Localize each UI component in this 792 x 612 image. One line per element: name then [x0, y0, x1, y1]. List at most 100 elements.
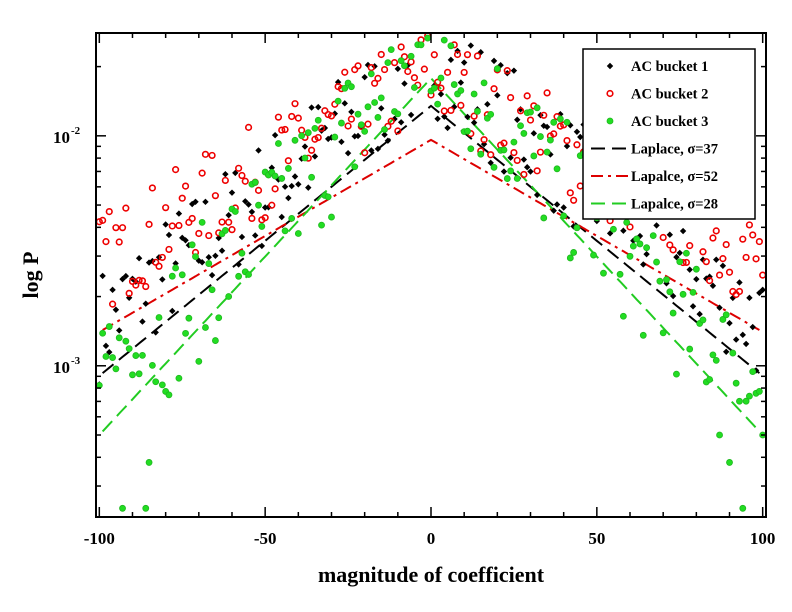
point-bucket-3 [447, 42, 455, 50]
point-bucket-3 [480, 79, 488, 87]
point-bucket-3 [716, 431, 723, 439]
point-bucket-3 [487, 110, 495, 118]
point-bucket-1 [238, 233, 246, 241]
point-bucket-1 [145, 259, 153, 266]
point-bucket-3 [553, 165, 561, 173]
point-bucket-3 [411, 84, 418, 91]
point-bucket-1 [364, 61, 372, 69]
point-bucket-1 [152, 329, 159, 336]
point-bucket-3 [364, 103, 372, 111]
point-bucket-3 [231, 208, 239, 215]
point-bucket-3 [288, 214, 296, 222]
point-bucket-2 [573, 141, 581, 149]
point-bucket-3 [719, 316, 727, 323]
point-bucket-3 [397, 57, 405, 65]
point-bucket-1 [494, 92, 501, 99]
point-bucket-2 [453, 50, 462, 59]
point-bucket-2 [367, 63, 375, 72]
point-bucket-2 [702, 258, 710, 266]
point-bucket-3 [361, 127, 369, 135]
point-bucket-1 [368, 147, 375, 154]
point-bucket-2 [148, 184, 156, 192]
point-bucket-1 [378, 105, 385, 112]
point-bucket-2 [706, 277, 714, 285]
point-bucket-1 [759, 286, 766, 294]
point-bucket-3 [182, 329, 189, 337]
point-bucket-1 [666, 231, 674, 238]
point-bucket-2 [377, 50, 385, 59]
point-bucket-1 [490, 57, 498, 65]
point-bucket-1 [500, 168, 508, 175]
point-bucket-3 [742, 397, 750, 405]
point-bucket-1 [354, 132, 362, 140]
point-bucket-1 [689, 303, 697, 310]
point-bucket-3 [560, 212, 568, 220]
point-bucket-2 [307, 146, 316, 154]
point-bucket-3 [430, 84, 438, 92]
point-bucket-3 [474, 107, 481, 115]
point-bucket-1 [736, 279, 743, 286]
point-bucket-1 [192, 198, 199, 205]
legend-label-5: Lapalce, σ=52 [631, 169, 718, 185]
point-bucket-3 [341, 84, 349, 92]
point-bucket-3 [566, 254, 574, 262]
point-bucket-2 [523, 92, 531, 100]
point-bucket-1 [716, 304, 723, 311]
point-bucket-3 [746, 392, 753, 400]
point-bucket-3 [507, 167, 515, 175]
point-bucket-1 [460, 59, 468, 66]
point-bucket-2 [248, 214, 256, 223]
point-bucket-2 [201, 150, 210, 158]
point-bucket-2 [719, 255, 727, 263]
point-bucket-2 [244, 123, 253, 131]
point-bucket-1 [308, 104, 315, 111]
point-bucket-1 [514, 116, 521, 123]
point-bucket-2 [155, 262, 163, 270]
point-bucket-2 [162, 204, 170, 212]
x-axis-label: magnitude of coefficient [318, 562, 545, 587]
point-bucket-1 [102, 342, 110, 350]
point-bucket-3 [351, 163, 359, 171]
point-bucket-2 [314, 133, 322, 142]
point-bucket-1 [394, 65, 402, 73]
point-bucket-2 [510, 149, 518, 157]
legend-marker-1 [606, 62, 614, 70]
point-bucket-1 [305, 184, 312, 191]
point-bucket-3 [556, 115, 564, 123]
y-axis-label: log P [18, 251, 43, 298]
point-bucket-2 [112, 224, 120, 232]
point-bucket-3 [208, 286, 216, 294]
point-bucket-1 [212, 252, 219, 259]
point-bucket-2 [410, 74, 419, 82]
x-tick-label: 0 [427, 529, 436, 548]
point-bucket-3 [139, 351, 146, 359]
laplace-line-1 [101, 104, 761, 374]
point-bucket-2 [420, 65, 428, 73]
legend-marker-2 [606, 89, 614, 98]
point-bucket-3 [371, 99, 379, 106]
point-bucket-3 [656, 277, 664, 285]
point-bucket-2 [142, 282, 150, 291]
point-bucket-3 [749, 368, 757, 376]
point-bucket-3 [367, 70, 375, 78]
point-bucket-3 [470, 90, 478, 98]
point-bucket-3 [653, 258, 660, 266]
point-bucket-2 [556, 122, 564, 130]
point-bucket-3 [636, 240, 644, 248]
point-bucket-3 [168, 272, 176, 280]
point-bucket-2 [739, 235, 747, 243]
point-bucket-1 [696, 310, 703, 318]
point-bucket-2 [181, 182, 190, 190]
point-bucket-1 [278, 213, 285, 221]
point-bucket-1 [301, 143, 309, 150]
point-bucket-1 [746, 294, 753, 302]
point-bucket-2 [228, 226, 236, 234]
point-bucket-3 [235, 272, 243, 280]
point-bucket-2 [135, 276, 143, 284]
point-bucket-2 [470, 112, 478, 120]
point-bucket-3 [281, 227, 289, 235]
point-bucket-3 [712, 356, 720, 364]
point-bucket-2 [361, 149, 369, 157]
point-bucket-2 [503, 67, 511, 75]
point-bucket-3 [142, 504, 150, 512]
